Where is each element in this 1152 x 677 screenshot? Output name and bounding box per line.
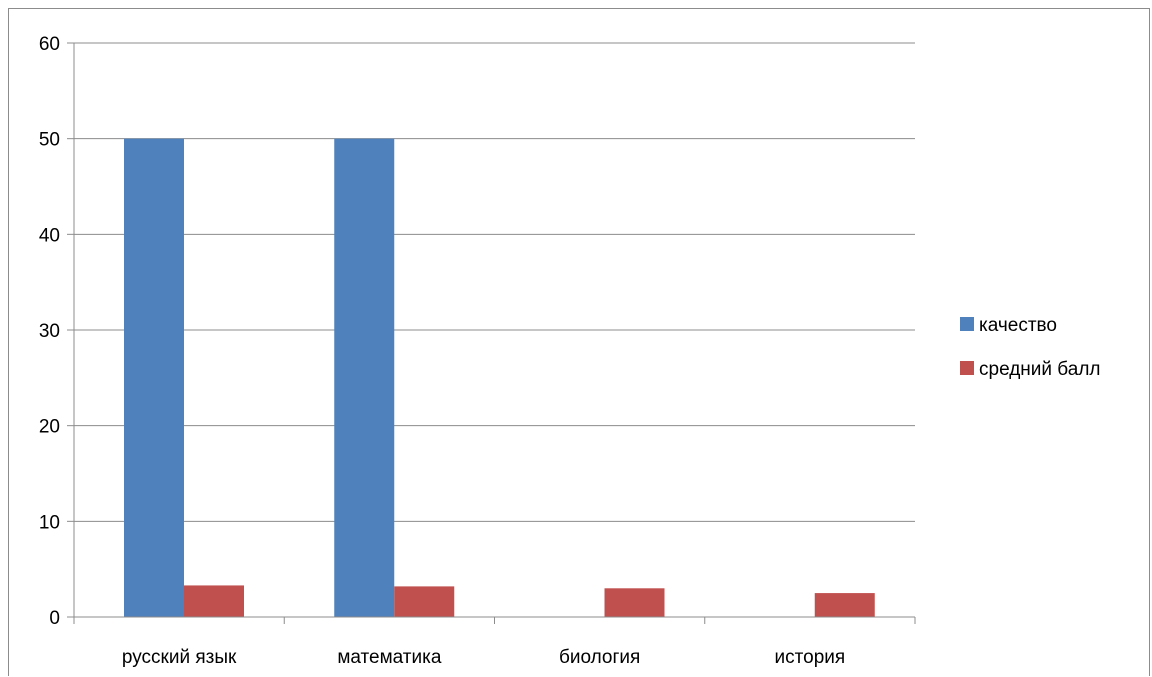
x-tick-label: русский язык	[122, 647, 237, 668]
axes	[67, 42, 916, 624]
y-tick-label: 50	[39, 130, 60, 151]
x-tick-label: история	[775, 647, 846, 668]
legend-label: качество	[979, 315, 1057, 336]
y-tick-labels: 0 10 20 30 40 50 60	[39, 34, 60, 629]
y-tick-label: 30	[39, 321, 60, 342]
legend: качество средний балл	[960, 315, 1101, 380]
bars	[124, 138, 875, 617]
bar-sredniy-ball	[604, 588, 665, 617]
y-tick-label: 40	[39, 225, 60, 246]
y-tick-label: 60	[39, 34, 60, 55]
y-tick-label: 20	[39, 417, 60, 438]
y-tick-label: 0	[49, 608, 60, 629]
bar-kachestvo	[124, 138, 184, 617]
legend-swatch	[960, 317, 974, 331]
legend-swatch	[960, 361, 974, 375]
legend-label: средний балл	[979, 359, 1101, 380]
bar-sredniy-ball	[394, 586, 455, 617]
chart-frame	[8, 8, 1150, 676]
y-tick-label: 10	[39, 512, 60, 533]
bar-sredniy-ball	[814, 593, 875, 617]
x-tick-labels: русский язык математика биология история	[122, 647, 845, 668]
x-tick-label: математика	[337, 647, 442, 668]
bar-sredniy-ball	[184, 585, 244, 617]
bar-kachestvo	[334, 138, 395, 617]
gridlines	[74, 42, 915, 522]
x-tick-label: биология	[559, 647, 640, 668]
